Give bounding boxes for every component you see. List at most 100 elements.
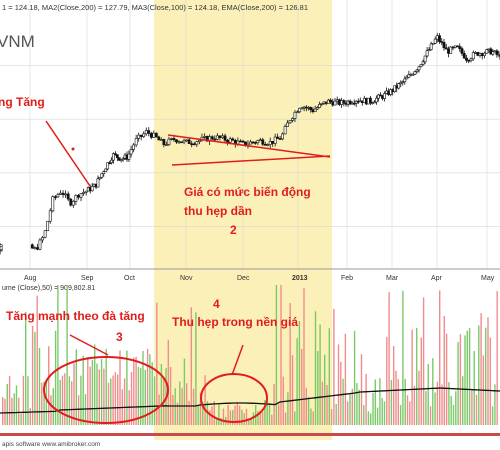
volume-bar bbox=[363, 405, 365, 425]
volume-bar bbox=[409, 401, 411, 425]
candle-body bbox=[226, 140, 230, 143]
candle-body bbox=[403, 78, 407, 83]
volume-bar bbox=[238, 405, 241, 425]
candle-body bbox=[415, 69, 419, 72]
volume-bar bbox=[248, 419, 250, 425]
candle-body bbox=[278, 138, 282, 140]
candle-body bbox=[474, 52, 477, 54]
volume-bar bbox=[335, 403, 337, 425]
volume-bar bbox=[399, 405, 402, 425]
volume-bar bbox=[360, 354, 363, 425]
candle-body bbox=[373, 101, 376, 104]
volume-bar bbox=[192, 388, 195, 425]
volume-bar bbox=[328, 328, 330, 425]
candle-body bbox=[177, 141, 181, 144]
volume-bar bbox=[411, 329, 413, 425]
volume-bar bbox=[89, 366, 91, 425]
candle-body bbox=[311, 109, 315, 112]
candle-body bbox=[478, 53, 482, 56]
volume-bar bbox=[275, 285, 278, 425]
volume-bar bbox=[365, 373, 367, 425]
volume-bar bbox=[457, 341, 459, 425]
volume-bar bbox=[298, 321, 301, 425]
volume-bar bbox=[425, 391, 427, 425]
candle-body bbox=[458, 46, 462, 49]
narrowing-text-line2: thu hẹp dần bbox=[184, 204, 252, 218]
volume-bar bbox=[222, 408, 225, 425]
candle-body bbox=[375, 97, 378, 103]
annotation-dot bbox=[71, 147, 75, 151]
candle-body bbox=[419, 64, 423, 67]
candle-body bbox=[440, 41, 444, 43]
volume-bar bbox=[427, 364, 429, 425]
volume-bar bbox=[245, 408, 248, 425]
volume-shrink-arrow bbox=[231, 344, 244, 376]
candle-body bbox=[100, 173, 104, 178]
volume-bar bbox=[50, 395, 52, 425]
x-tick-label: Mar bbox=[386, 275, 399, 282]
volume-bar bbox=[103, 368, 105, 425]
candle-body bbox=[322, 101, 326, 104]
candle-body bbox=[33, 247, 37, 249]
candle-body bbox=[309, 107, 313, 110]
volume-bar bbox=[126, 350, 128, 425]
volume-bar bbox=[59, 379, 61, 425]
candle-body bbox=[98, 176, 102, 180]
volume-bar bbox=[455, 391, 457, 425]
candle-body bbox=[106, 162, 110, 170]
volume-bar bbox=[153, 376, 156, 425]
volume-bar bbox=[374, 379, 376, 425]
candle-body bbox=[397, 83, 401, 89]
volume-bar bbox=[388, 292, 390, 425]
volume-bar bbox=[489, 337, 491, 425]
volume-bar bbox=[43, 381, 45, 425]
volume-bar bbox=[142, 350, 144, 425]
volume-bar bbox=[418, 370, 420, 425]
volume-surge-number: 3 bbox=[116, 330, 123, 344]
volume-bar bbox=[2, 397, 4, 425]
volume-bar bbox=[312, 411, 314, 425]
volume-surge-text: Tăng mạnh theo đà tăng bbox=[6, 309, 145, 323]
candle-body bbox=[342, 100, 346, 104]
candle-body bbox=[291, 118, 294, 121]
volume-bar bbox=[468, 327, 471, 425]
candle-body bbox=[368, 97, 372, 104]
candle-body bbox=[190, 143, 194, 145]
x-tick-label: May bbox=[481, 275, 495, 282]
candle-body bbox=[331, 101, 335, 106]
volume-bar bbox=[351, 388, 353, 425]
candle-body bbox=[467, 60, 471, 62]
candle-body bbox=[417, 66, 421, 71]
volume-bar bbox=[450, 396, 452, 425]
candle-body bbox=[298, 107, 302, 113]
volume-bar bbox=[82, 355, 84, 425]
volume-bar bbox=[287, 392, 289, 425]
candle-body bbox=[223, 135, 227, 141]
candle-body bbox=[192, 143, 196, 146]
candle-body bbox=[112, 153, 115, 161]
volume-bar bbox=[266, 400, 268, 425]
candle-body bbox=[108, 162, 111, 165]
candle-body bbox=[231, 138, 235, 141]
candle-body bbox=[491, 51, 495, 55]
x-axis-ticks: Aug Sep Oct Nov Dec 2013 Feb Mar Apr May bbox=[24, 275, 495, 282]
candle-body bbox=[121, 158, 125, 160]
candle-body bbox=[451, 46, 455, 49]
volume-bar bbox=[473, 350, 475, 425]
candle-body bbox=[139, 134, 143, 137]
volume-bar bbox=[197, 405, 199, 425]
candle-body bbox=[435, 35, 439, 40]
candle-body bbox=[261, 139, 265, 145]
candle-body bbox=[399, 82, 403, 84]
candle-body bbox=[258, 139, 262, 142]
candle-body bbox=[296, 111, 299, 114]
volume-bar bbox=[491, 406, 494, 425]
candle-body bbox=[61, 192, 65, 195]
candle-body bbox=[221, 135, 224, 138]
candle-body bbox=[149, 133, 153, 138]
volume-bar bbox=[487, 317, 489, 425]
candle-body bbox=[256, 140, 260, 144]
candle-body bbox=[307, 107, 310, 109]
volume-bar bbox=[232, 410, 234, 425]
